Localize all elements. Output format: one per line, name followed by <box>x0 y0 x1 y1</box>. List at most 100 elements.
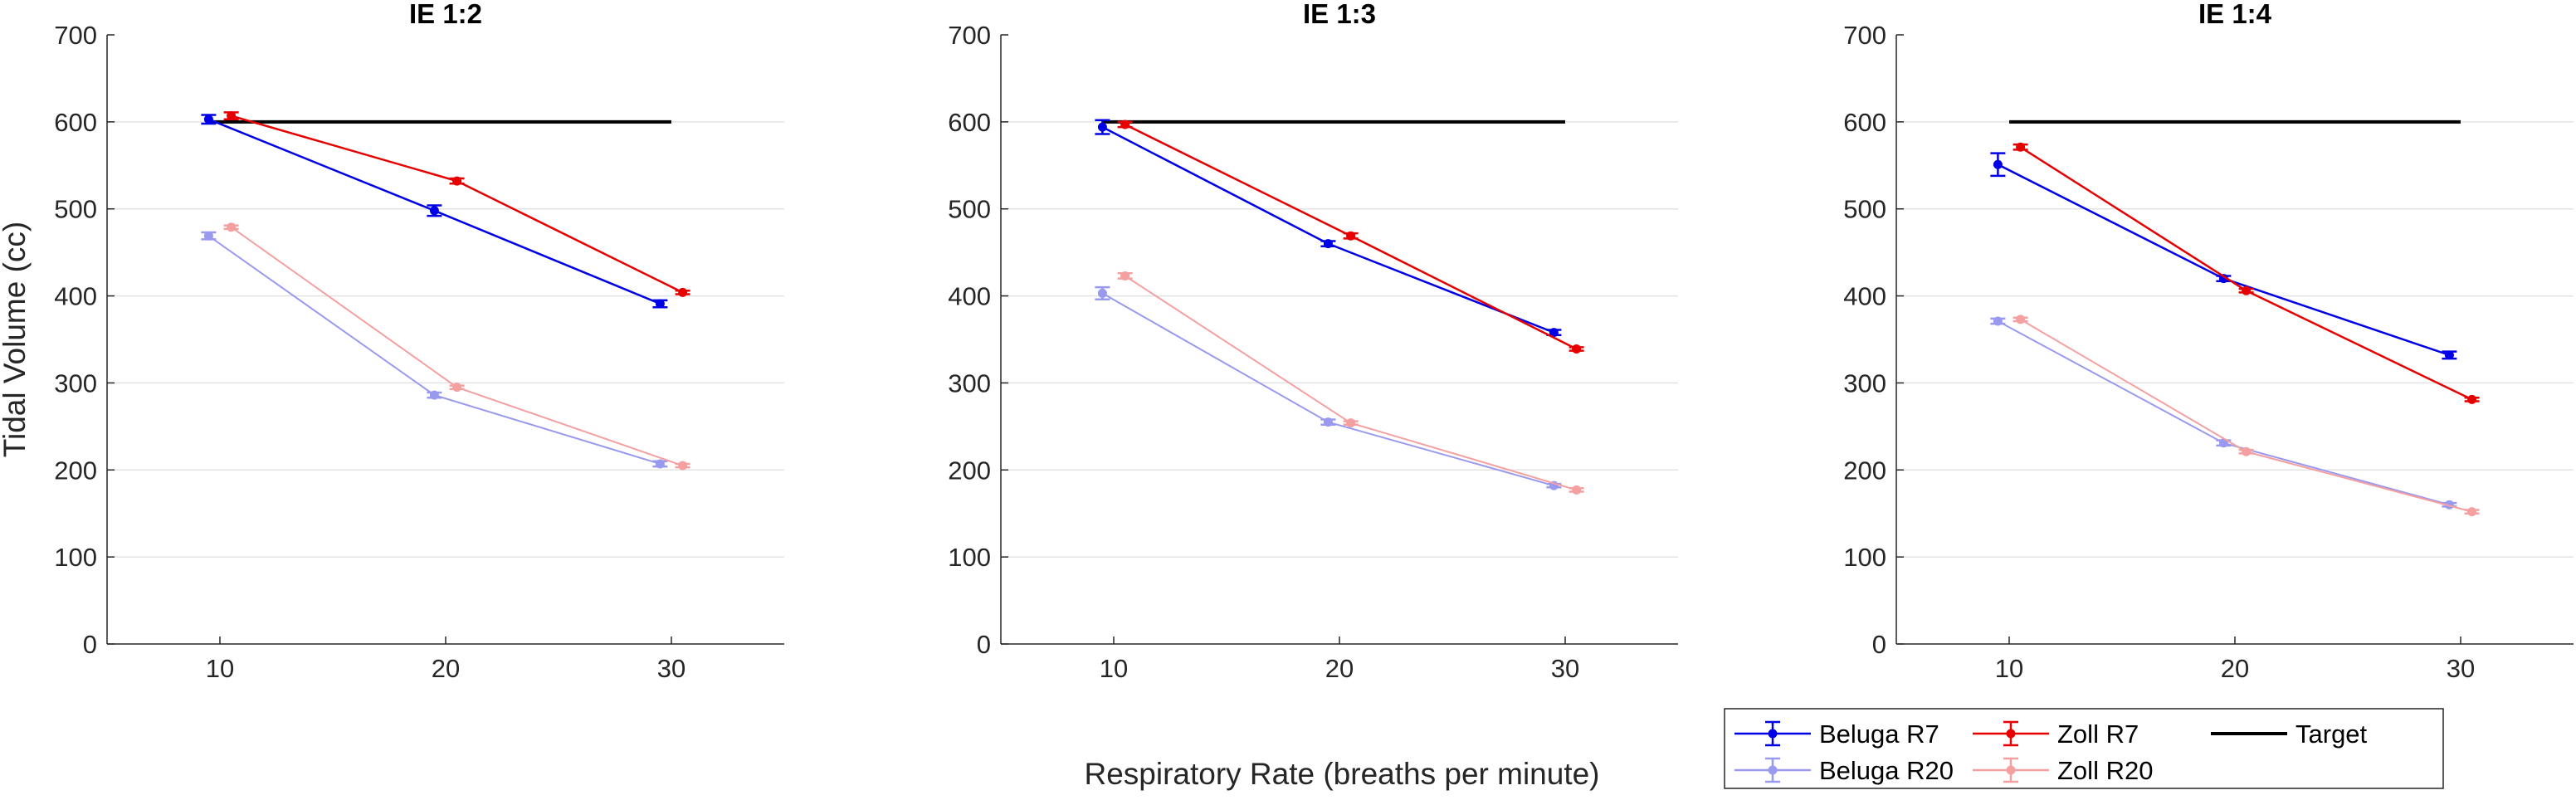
data-point <box>2467 507 2477 517</box>
x-tick-label: 30 <box>657 654 685 683</box>
series-zoll-r20 <box>223 222 690 471</box>
data-point <box>452 383 462 393</box>
data-point <box>1549 328 1559 338</box>
data-point <box>655 299 665 309</box>
series-line <box>207 235 661 465</box>
data-point <box>2444 350 2454 360</box>
data-point <box>2218 274 2228 284</box>
y-tick-label: 600 <box>948 108 991 137</box>
series-zoll-r20 <box>2013 315 2480 517</box>
legend-item-zoll-r7: Zoll R7 <box>1973 720 2139 749</box>
y-tick-label: 700 <box>54 21 97 50</box>
y-tick-label: 0 <box>1872 630 1886 659</box>
y-tick-label: 200 <box>948 456 991 485</box>
data-point <box>678 287 688 297</box>
y-tick-label: 300 <box>948 368 991 398</box>
data-point <box>227 222 237 232</box>
series-line <box>231 226 683 466</box>
series-line <box>2020 319 2472 513</box>
data-point <box>1323 239 1333 249</box>
data-point <box>1572 344 1582 354</box>
legend-box <box>1724 708 2444 789</box>
x-tick-label: 10 <box>1100 654 1128 683</box>
y-tick-label: 100 <box>948 543 991 572</box>
x-tick-label: 20 <box>1325 654 1354 683</box>
panel-title: IE 1:4 <box>2198 0 2272 29</box>
series-beluga-r20 <box>1990 316 2457 510</box>
data-point <box>1346 231 1356 241</box>
legend-label: Beluga R20 <box>1819 756 1954 785</box>
y-tick-label: 0 <box>977 630 991 659</box>
legend-item-beluga-r7: Beluga R7 <box>1734 720 1939 749</box>
data-point <box>2242 446 2252 456</box>
data-point <box>452 176 462 186</box>
legend-item-beluga-r20: Beluga R20 <box>1734 756 1954 785</box>
data-point <box>429 390 439 400</box>
x-tick-label: 30 <box>1551 654 1579 683</box>
series-line <box>231 115 684 294</box>
data-point <box>203 231 213 241</box>
y-tick-label: 400 <box>54 282 97 311</box>
x-tick-label: 30 <box>2447 654 2475 683</box>
y-tick-label: 200 <box>1843 456 1886 485</box>
panel-title: IE 1:3 <box>1303 0 1376 29</box>
data-point <box>1323 417 1333 427</box>
y-tick-label: 500 <box>54 195 97 224</box>
chart-panel-1: 0 100 200 300 400 500 600 700 10 20 30 IE 1:2 <box>54 0 784 683</box>
legend-label: Beluga R7 <box>1819 720 1939 749</box>
x-axis-label: Respiratory Rate (breaths per minute) <box>1084 757 1599 791</box>
y-tick-label: 500 <box>1843 195 1886 224</box>
panel-title: IE 1:2 <box>409 0 482 29</box>
data-point <box>1346 418 1356 428</box>
series-zoll-r7 <box>2013 142 2480 404</box>
series-beluga-r20 <box>1095 285 1562 490</box>
chart-panel-2: 0 100 200 300 400 500 600 700 10 20 30 IE 1:3 <box>948 0 1678 683</box>
legend-item-zoll-r20: Zoll R20 <box>1973 756 2153 785</box>
data-point <box>2242 285 2252 295</box>
data-point <box>429 206 439 216</box>
series-beluga-r7 <box>1095 119 1562 338</box>
legend-label: Zoll R20 <box>2057 756 2153 785</box>
data-point <box>2467 394 2477 404</box>
x-tick-label: 10 <box>206 654 234 683</box>
data-point <box>2016 315 2026 324</box>
y-axis-label: Tidal Volume (cc) <box>0 222 32 457</box>
y-tick-label: 100 <box>1843 543 1886 572</box>
legend-swatch-marker <box>1768 729 1778 739</box>
series-line <box>1101 292 1554 487</box>
data-point <box>1572 485 1582 495</box>
data-point <box>1097 122 1107 132</box>
data-point <box>1993 159 2003 169</box>
data-point <box>203 115 213 124</box>
chart-panel-3: 0 100 200 300 400 500 600 700 10 20 30 IE 1:4 <box>1843 0 2574 683</box>
series-zoll-r7 <box>223 111 690 297</box>
y-tick-label: 600 <box>54 108 97 137</box>
series-beluga-r7 <box>201 114 668 309</box>
y-tick-label: 100 <box>54 543 97 572</box>
x-tick-label: 10 <box>1995 654 2023 683</box>
data-point <box>227 111 237 121</box>
x-tick-label: 20 <box>432 654 460 683</box>
y-tick-label: 300 <box>54 368 97 398</box>
y-tick-label: 0 <box>83 630 97 659</box>
legend-swatch-marker <box>2006 729 2016 739</box>
data-point <box>2016 142 2026 152</box>
y-tick-label: 600 <box>1843 108 1886 137</box>
legend-label: Zoll R7 <box>2057 720 2139 749</box>
legend-item-target: Target <box>2211 720 2368 749</box>
y-tick-label: 400 <box>1843 282 1886 311</box>
data-point <box>1120 120 1130 129</box>
y-tick-label: 400 <box>948 282 991 311</box>
series-beluga-r7 <box>1990 152 2457 360</box>
legend: Beluga R7 Zoll R7 Target Beluga R20 Zoll R20 <box>1724 708 2444 789</box>
series-line <box>2019 146 2473 401</box>
data-point <box>1120 271 1130 280</box>
series-zoll-r7 <box>1117 120 1584 354</box>
legend-label: Target <box>2295 720 2368 749</box>
data-point <box>655 459 665 469</box>
series-zoll-r20 <box>1117 271 1584 495</box>
series-line <box>1101 126 1554 334</box>
series-line <box>1997 320 2450 506</box>
